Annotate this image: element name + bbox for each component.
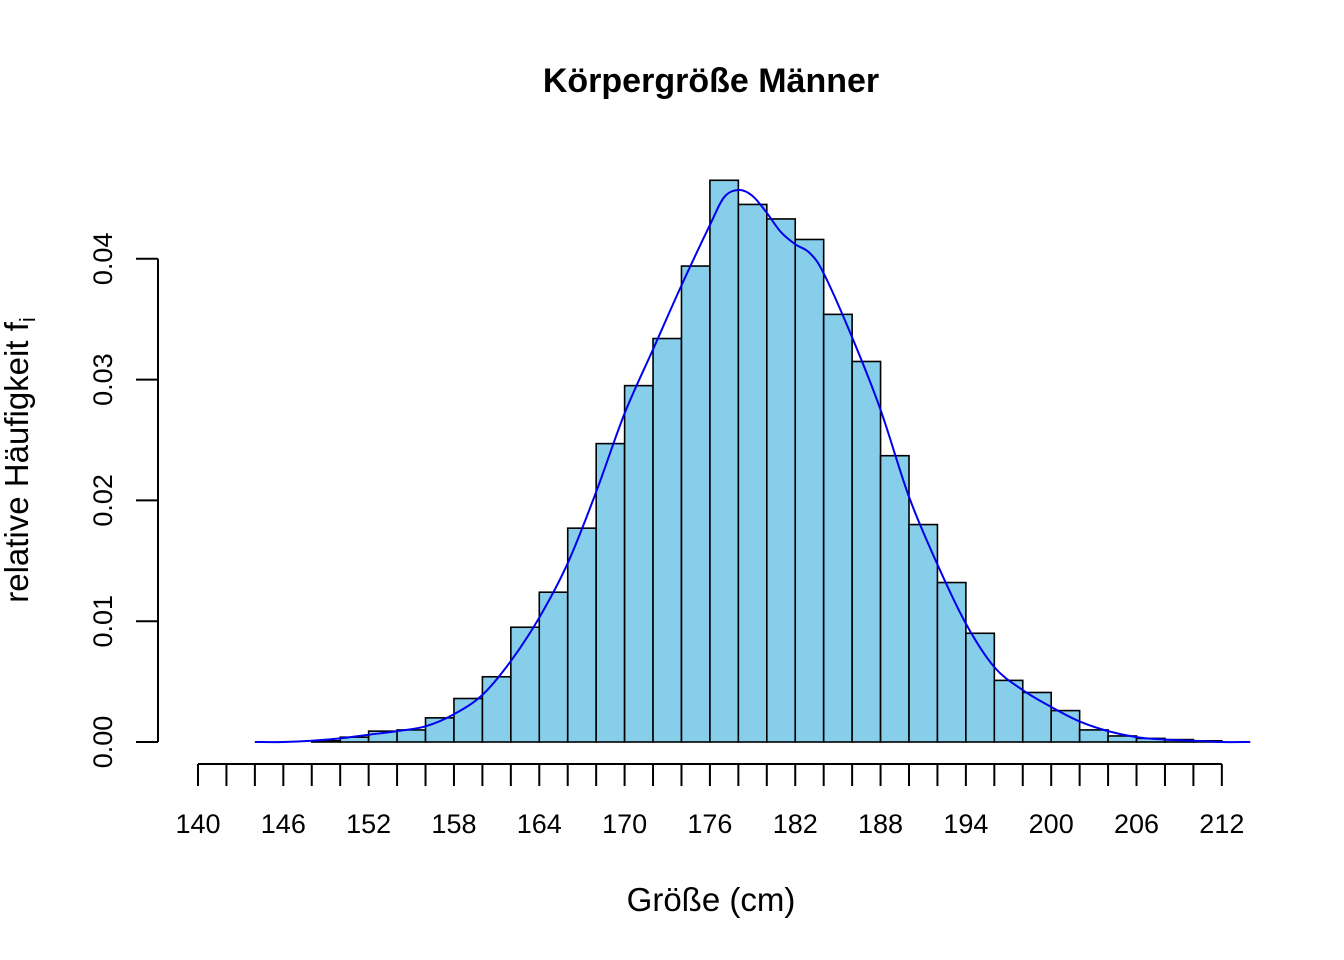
x-tick-label: 158 [431,809,476,839]
histogram-bar-30 [1050,709,1081,743]
histogram-bar-25 [908,523,939,743]
x-axis: 140 146 152 158 164 170 176 182 188 194 200 206 212 [175,763,1244,839]
histogram-bar-22 [822,313,853,743]
x-tick-label: 170 [602,809,647,839]
histogram-bar-18 [709,179,740,743]
histogram-bar-17 [680,265,711,743]
y-axis-label-subscript: i [15,317,40,322]
histogram-bar-10 [481,675,512,743]
histogram-bar-21 [794,238,825,743]
y-axis-label: relative Häufigkeit fi [0,317,40,603]
x-tick-label: 140 [175,809,220,839]
chart-title: Körpergröße Männer [543,62,879,100]
histogram-bar-11 [510,626,541,743]
y-axis-label-main: relative Häufigkeit f [0,321,35,602]
y-axis: 0.00 0.01 0.02 0.03 0.04 [88,233,159,769]
x-tick-label: 152 [346,809,391,839]
x-tick-label: 206 [1114,809,1159,839]
y-tick-label: 0.04 [88,233,118,286]
x-tick-label: 146 [261,809,306,839]
histogram-bar-19 [737,203,768,743]
histogram-bar-7 [396,729,427,743]
x-tick-label: 200 [1029,809,1074,839]
y-tick-label: 0.03 [88,353,118,406]
x-tick-label: 164 [517,809,562,839]
histogram-bar-13 [566,527,597,743]
x-axis-label: Größe (cm) [627,881,796,918]
histogram-bar-14 [595,442,626,743]
histogram-bar-28 [993,679,1024,743]
histogram-bar-24 [879,454,910,743]
histogram-bar-16 [652,337,683,743]
histogram-bar-20 [765,218,797,743]
x-tick-label: 194 [943,809,988,839]
histogram-bar-26 [936,581,967,743]
y-tick-label: 0.02 [88,474,118,527]
x-tick-label: 176 [687,809,732,839]
x-tick-label: 212 [1199,809,1244,839]
y-tick-label: 0.01 [88,595,118,648]
density-curve [254,188,1251,744]
x-tick-label: 182 [773,809,818,839]
histogram-bar-15 [623,384,654,743]
y-tick-label: 0.00 [88,716,118,769]
histogram-bar-31 [1078,729,1109,743]
histogram-bars [310,179,1223,743]
histogram-bar-27 [965,632,996,743]
density-curve-group [254,188,1251,744]
histogram-bar-12 [538,591,569,743]
histogram-bar-23 [851,360,882,743]
x-tick-label: 188 [858,809,903,839]
